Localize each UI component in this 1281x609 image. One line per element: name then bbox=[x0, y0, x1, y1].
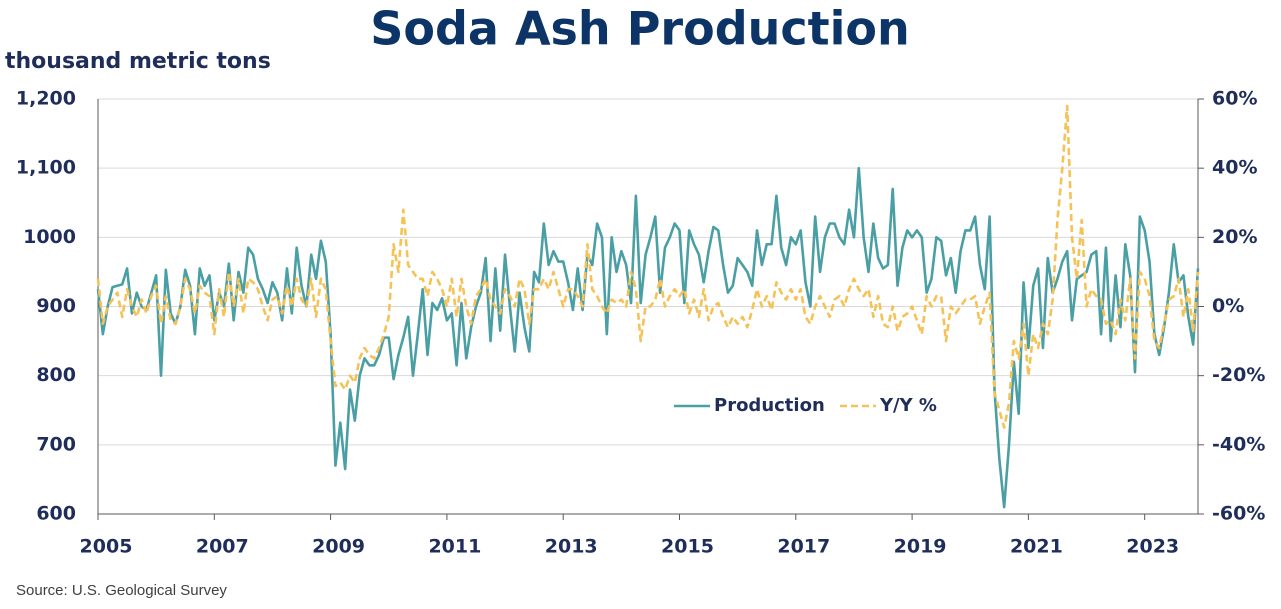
x-tick-label: 2007 bbox=[196, 536, 249, 558]
y-tick-label: 1000 bbox=[23, 226, 76, 248]
y2-tick-label: 0% bbox=[1212, 295, 1244, 317]
x-tick-label: 2015 bbox=[661, 536, 714, 558]
x-tick-label: 2009 bbox=[312, 536, 365, 558]
legend-label: Y/Y % bbox=[879, 395, 937, 416]
x-tick-label: 2005 bbox=[80, 536, 133, 558]
chart-title: Soda Ash Production bbox=[370, 2, 910, 56]
y2-tick-label: -40% bbox=[1212, 433, 1265, 455]
x-tick-label: 2021 bbox=[1010, 536, 1063, 558]
y-tick-label: 900 bbox=[36, 295, 76, 317]
y2-tick-label: 60% bbox=[1212, 88, 1257, 110]
y2-tick-label: 20% bbox=[1212, 226, 1257, 248]
x-tick-label: 2023 bbox=[1126, 536, 1179, 558]
legend-label: Production bbox=[714, 395, 825, 416]
y-axis-label: thousand metric tons bbox=[5, 49, 271, 74]
y-tick-label: 1,200 bbox=[16, 88, 76, 110]
y-tick-label: 600 bbox=[36, 503, 76, 525]
data-line bbox=[96, 104, 1200, 429]
x-tick-label: 2019 bbox=[894, 536, 947, 558]
y2-tick-label: 40% bbox=[1212, 157, 1257, 179]
data-line bbox=[96, 166, 1200, 509]
y-tick-label: 800 bbox=[36, 364, 76, 386]
x-tick-label: 2017 bbox=[777, 536, 830, 558]
y2-tick-label: -20% bbox=[1212, 364, 1265, 386]
y-tick-label: 1,100 bbox=[16, 157, 76, 179]
source: Source: U.S. Geological Survey bbox=[16, 582, 227, 599]
y-tick-label: 700 bbox=[36, 433, 76, 455]
x-tick-label: 2011 bbox=[428, 536, 481, 558]
y2-tick-label: -60% bbox=[1212, 503, 1265, 525]
x-tick-label: 2013 bbox=[545, 536, 598, 558]
